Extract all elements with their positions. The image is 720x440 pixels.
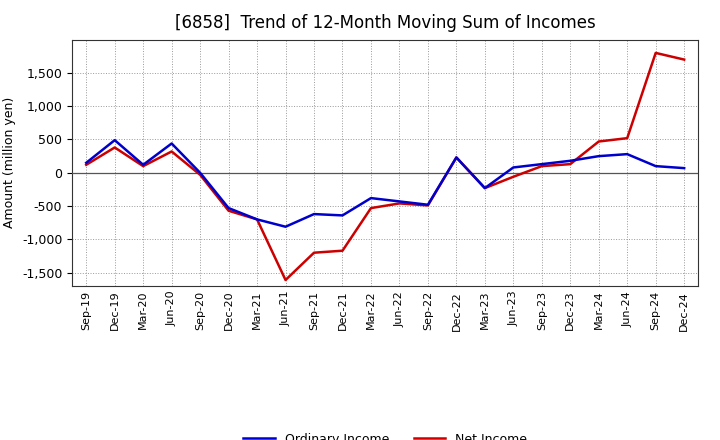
Ordinary Income [139,162,148,168]
Net Income [680,57,688,62]
Net Income [509,174,518,180]
Ordinary Income [423,202,432,207]
Ordinary Income [167,141,176,146]
Ordinary Income [509,165,518,170]
Net Income [338,248,347,253]
Net Income [423,203,432,208]
Net Income [623,136,631,141]
Ordinary Income [196,170,204,176]
Net Income [196,172,204,177]
Legend: Ordinary Income, Net Income: Ordinary Income, Net Income [238,428,532,440]
Ordinary Income [623,151,631,157]
Net Income [537,164,546,169]
Ordinary Income [452,155,461,160]
Net Income [253,217,261,222]
Ordinary Income [366,195,375,201]
Line: Ordinary Income: Ordinary Income [86,140,684,227]
Net Income [595,139,603,144]
Y-axis label: Amount (million yen): Amount (million yen) [4,97,17,228]
Ordinary Income [595,154,603,159]
Ordinary Income [537,161,546,167]
Ordinary Income [566,158,575,163]
Net Income [225,208,233,213]
Ordinary Income [680,165,688,171]
Net Income [395,201,404,206]
Ordinary Income [310,212,318,217]
Net Income [167,149,176,154]
Title: [6858]  Trend of 12-Month Moving Sum of Incomes: [6858] Trend of 12-Month Moving Sum of I… [175,15,595,33]
Net Income [366,205,375,211]
Ordinary Income [225,205,233,211]
Ordinary Income [395,199,404,204]
Net Income [82,162,91,168]
Ordinary Income [652,164,660,169]
Net Income [480,186,489,191]
Line: Net Income: Net Income [86,53,684,280]
Net Income [282,277,290,282]
Net Income [110,145,119,150]
Ordinary Income [338,213,347,218]
Ordinary Income [253,217,261,222]
Ordinary Income [282,224,290,229]
Net Income [566,161,575,167]
Ordinary Income [82,160,91,165]
Net Income [452,155,461,160]
Ordinary Income [110,138,119,143]
Net Income [139,164,148,169]
Net Income [310,250,318,255]
Net Income [652,50,660,55]
Ordinary Income [480,186,489,191]
